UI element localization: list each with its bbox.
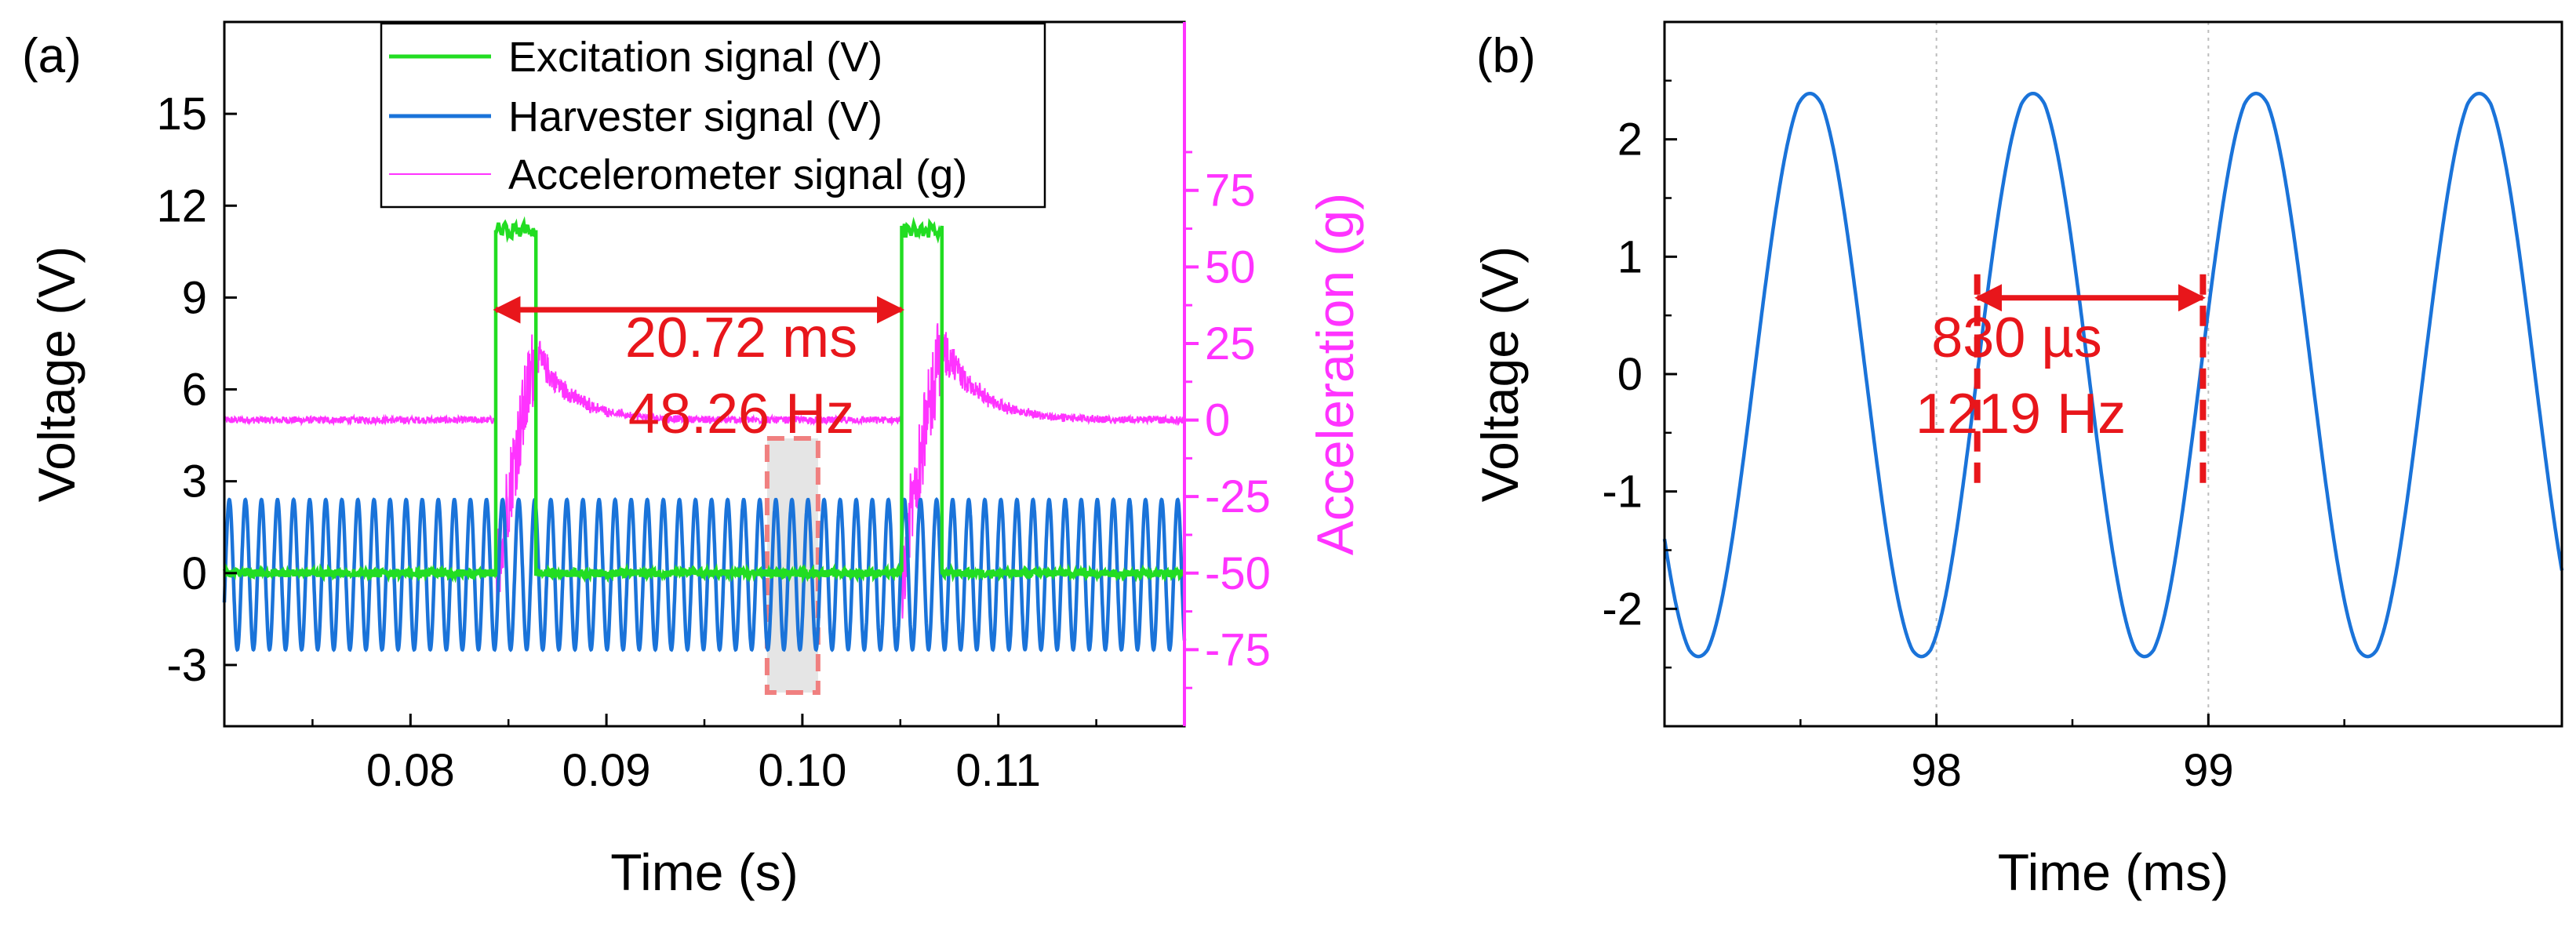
panel-b: (b) 98 99 -2 -1 0 1 2 Time (ms) Voltage (V) 8… <box>1471 20 2564 901</box>
panel-a-y2-ticks: -75 -50 -25 0 25 50 75 <box>1184 151 1271 689</box>
y-tick-label: 1 <box>1617 231 1643 282</box>
panel-a-x-ticks: 0.08 0.09 0.10 0.11 <box>311 714 1097 796</box>
frequency-text: 48.26 Hz <box>628 383 854 445</box>
panel-b-plot-frame <box>1663 20 2563 728</box>
y2-tick-label: 50 <box>1205 242 1256 293</box>
panel-a-y2-axis-label: Acceleration (g) <box>1306 193 1364 555</box>
panel-b-x-axis-label: Time (ms) <box>1998 843 2229 901</box>
y2-tick-label: -50 <box>1205 548 1271 599</box>
y-tick-label: 0 <box>1617 349 1643 400</box>
panel-b-y-axis-label: Voltage (V) <box>1471 246 1529 503</box>
y-tick-label: 12 <box>156 180 207 231</box>
panel-a-label: (a) <box>22 29 82 83</box>
harvester-line <box>222 496 1187 653</box>
legend-harvester-label: Harvester signal (V) <box>508 93 882 140</box>
y-tick-label: -3 <box>166 640 207 691</box>
excitation-line <box>222 216 1187 583</box>
excitation-series <box>222 216 1187 583</box>
panel-b-annotations: 830 µs 1219 Hz <box>1916 274 2207 486</box>
x-tick-label: 0.11 <box>955 745 1041 796</box>
accelerometer-line <box>224 311 1185 619</box>
panel-b-x-ticks: 98 99 <box>1799 714 2345 796</box>
panel-b-period-text: 830 µs <box>1931 307 2102 369</box>
panel-b-harvester-series <box>1662 91 2564 659</box>
x-tick-label: 98 <box>1911 745 1962 796</box>
panel-b-y-ticks: -2 -1 0 1 2 <box>1602 79 1677 669</box>
panel-a: (a) 0.08 0.09 0.10 0.11 -3 0 3 6 9 12 15 -75 -50 -2… <box>22 20 1364 901</box>
y-tick-label: 2 <box>1617 115 1643 165</box>
y2-tick-label: 0 <box>1205 395 1230 446</box>
panel-a-y-ticks: -3 0 3 6 9 12 15 <box>156 89 237 691</box>
y-tick-label: 0 <box>182 548 207 599</box>
panel-a-x-axis-label: Time (s) <box>610 843 799 901</box>
period-text: 20.72 ms <box>625 307 857 369</box>
panel-b-frequency-text: 1219 Hz <box>1916 383 2126 445</box>
y2-tick-label: 25 <box>1205 318 1256 369</box>
y2-tick-label: 75 <box>1205 165 1256 216</box>
panel-a-annotations: 20.72 ms 48.26 Hz <box>493 296 905 445</box>
panel-b-label: (b) <box>1476 29 1536 83</box>
y-tick-label: 15 <box>156 89 207 140</box>
y-tick-label: -2 <box>1602 583 1643 634</box>
y-tick-label: 3 <box>182 456 207 507</box>
x-tick-label: 99 <box>2183 745 2234 796</box>
harvester-series <box>222 496 1187 653</box>
highlight-region <box>764 435 820 696</box>
y-tick-label: 9 <box>182 272 207 323</box>
panel-b-harvester-line <box>1662 91 2564 659</box>
accelerometer-series <box>224 311 1185 619</box>
x-tick-label: 0.08 <box>366 745 455 796</box>
legend-box <box>380 22 1046 209</box>
x-tick-label: 0.10 <box>758 745 846 796</box>
y2-tick-label: -75 <box>1205 624 1271 675</box>
panel-a-y-axis-label: Voltage (V) <box>27 246 86 503</box>
y2-tick-label: -25 <box>1205 471 1271 522</box>
x-tick-label: 0.09 <box>562 745 651 796</box>
highlight-box <box>764 435 820 696</box>
legend-excitation-label: Excitation signal (V) <box>508 34 882 81</box>
legend: Excitation signal (V) Harvester signal (… <box>380 22 1046 209</box>
y-tick-label: -1 <box>1602 467 1643 518</box>
legend-accelerometer-label: Accelerometer signal (g) <box>508 151 967 198</box>
y-tick-label: 6 <box>182 365 207 416</box>
